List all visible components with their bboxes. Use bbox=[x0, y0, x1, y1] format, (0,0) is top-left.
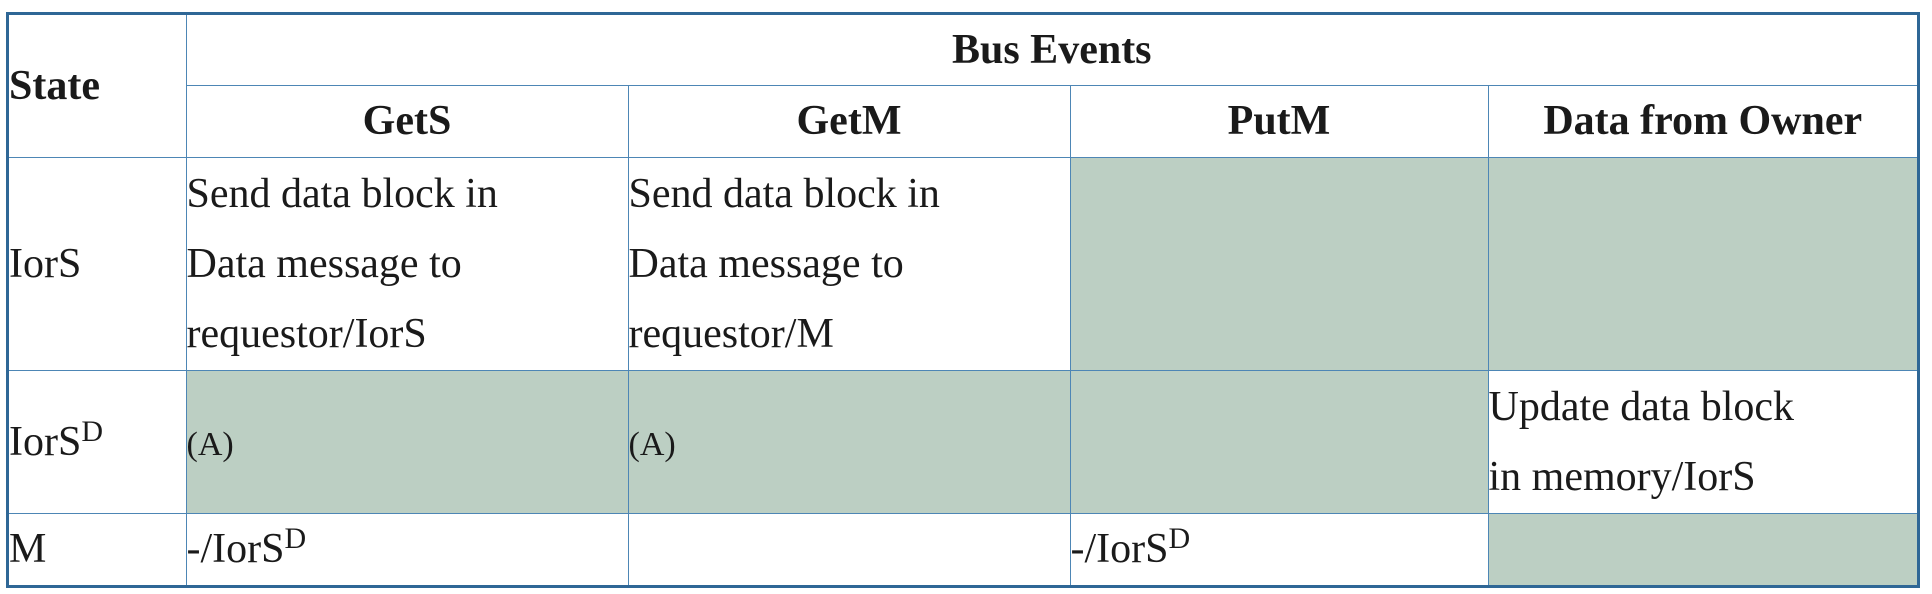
cell-superscript: D bbox=[1168, 522, 1191, 556]
column-header-data-from-owner: Data from Owner bbox=[1487, 84, 1917, 158]
bus-events-header: Bus Events bbox=[185, 15, 1917, 86]
cell-text: (A) bbox=[628, 425, 676, 463]
cell-text-line: Send data block in bbox=[186, 170, 498, 217]
column-header-putm: PutM bbox=[1069, 84, 1489, 158]
cell-text-line: in memory/IorS bbox=[1488, 453, 1756, 500]
table-cell bbox=[627, 512, 1071, 585]
cell-text: -/IorS bbox=[186, 526, 285, 573]
state-cell: M bbox=[9, 512, 187, 585]
table-cell-shaded: (A) bbox=[627, 369, 1071, 514]
state-superscript: D bbox=[81, 414, 104, 448]
table-cell-shaded bbox=[1069, 369, 1489, 514]
state-cell: IorS bbox=[9, 156, 187, 371]
cell-text: (A) bbox=[186, 425, 234, 463]
column-header-gets: GetS bbox=[186, 84, 629, 158]
cell-text-line: Update data block bbox=[1488, 383, 1795, 430]
protocol-table: State Bus Events GetS GetM PutM Data fro… bbox=[9, 15, 1917, 585]
table-row: IorS Send data block in Data message to … bbox=[9, 156, 1917, 371]
cell-superscript: D bbox=[284, 522, 307, 556]
table-cell: -/IorSD bbox=[1069, 512, 1489, 585]
table-cell: Send data block in Data message to reque… bbox=[185, 156, 629, 371]
table-cell-shaded bbox=[1069, 156, 1489, 371]
table-cell-shaded bbox=[1487, 156, 1917, 371]
table-cell: Send data block in Data message to reque… bbox=[627, 156, 1071, 371]
state-column-header: State bbox=[9, 15, 187, 158]
cell-text-line: requestor/IorS bbox=[186, 310, 427, 357]
state-cell: IorSD bbox=[9, 369, 187, 514]
table-row: IorSD (A) (A) Update data block in memor… bbox=[9, 369, 1917, 514]
cell-text-line: requestor/M bbox=[628, 310, 834, 357]
state-label: IorS bbox=[9, 418, 82, 465]
state-label: M bbox=[9, 526, 47, 573]
cell-text-line: Data message to bbox=[628, 240, 904, 287]
cell-text-line: Data message to bbox=[186, 240, 462, 287]
table-cell: -/IorSD bbox=[185, 512, 629, 585]
table-cell-shaded: (A) bbox=[185, 369, 629, 514]
cell-text: -/IorS bbox=[1070, 526, 1169, 573]
state-label: IorS bbox=[9, 240, 82, 287]
protocol-table-frame: State Bus Events GetS GetM PutM Data fro… bbox=[6, 12, 1920, 588]
table-cell: Update data block in memory/IorS bbox=[1487, 369, 1917, 514]
cell-text-line: Send data block in bbox=[628, 170, 940, 217]
column-header-getm: GetM bbox=[627, 84, 1071, 158]
table-row: M -/IorSD -/IorSD bbox=[9, 512, 1917, 585]
table-cell-shaded bbox=[1487, 512, 1917, 585]
